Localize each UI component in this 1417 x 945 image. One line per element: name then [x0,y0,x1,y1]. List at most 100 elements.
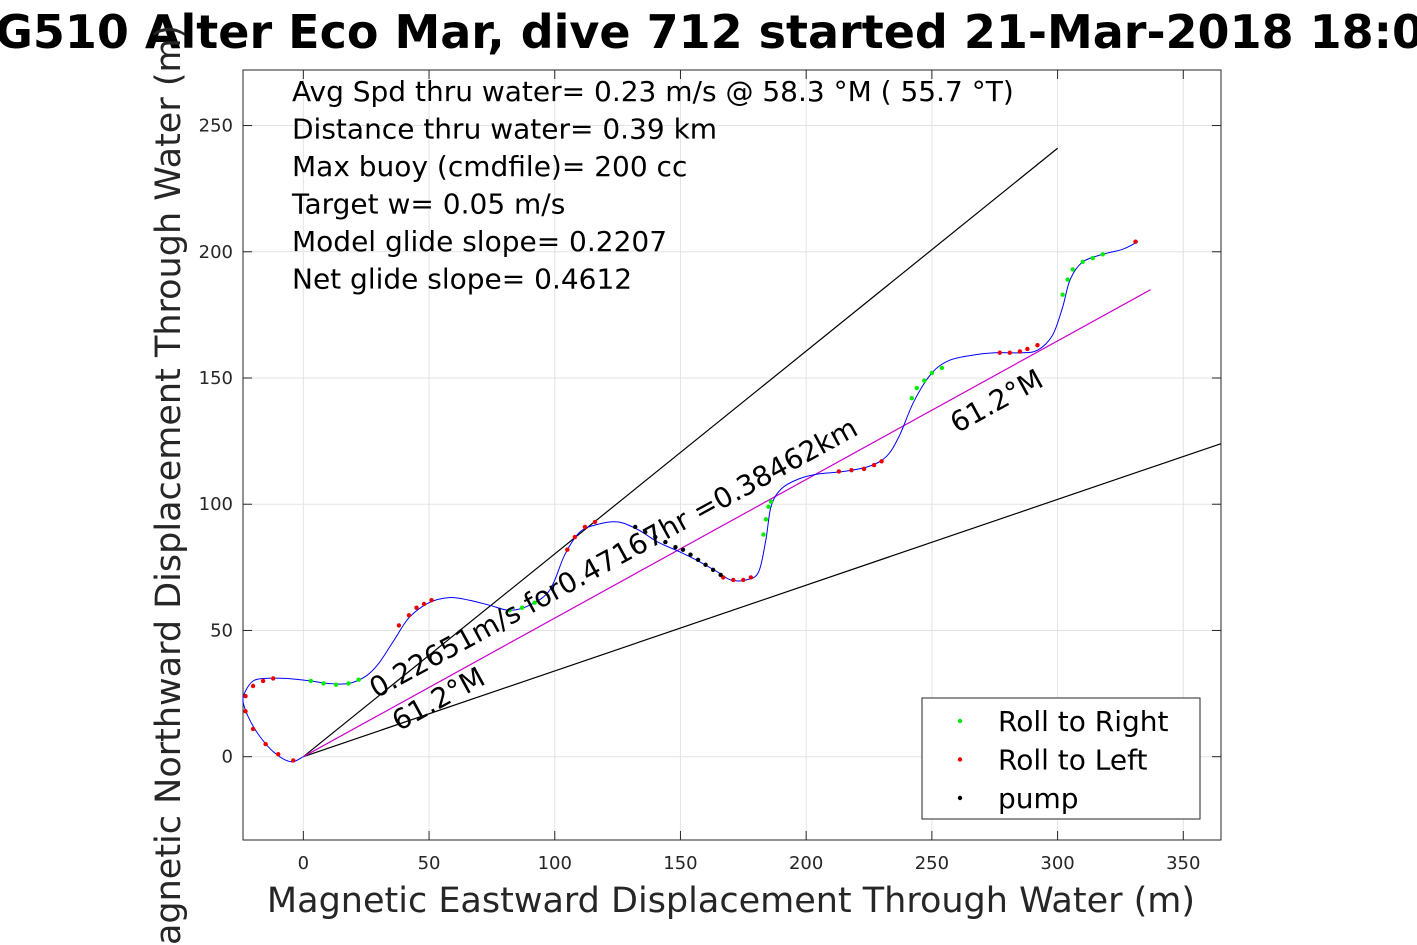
x-tick-label: 150 [663,853,697,874]
marker-roll-to-right [346,681,351,686]
marker-roll-to-left [414,605,419,610]
y-tick-label: 250 [199,116,233,137]
marker-pump [688,552,693,557]
marker-roll-to-left [592,519,598,525]
marker-roll-to-left [250,726,256,732]
marker-roll-to-left [270,676,276,681]
marker-roll-to-right [909,395,914,401]
track-line [242,241,1139,763]
info-line: Net glide slope= 0.4612 [292,263,632,296]
marker-pump [633,524,638,530]
marker-roll-to-right [532,600,537,605]
info-line: Avg Spd thru water= 0.23 m/s @ 58.3 °M (… [292,75,1014,108]
marker-roll-to-left [879,459,884,464]
marker-roll-to-left [836,469,842,474]
marker-roll-to-left [250,683,256,689]
legend-box [921,697,1201,820]
x-tick-label: 250 [915,853,949,874]
reference-line [303,443,1222,758]
x-tick-label: 350 [1166,853,1200,874]
info-line: Model glide slope= 0.2207 [292,225,667,258]
y-tick-label: 0 [222,747,233,768]
legend-marker [957,718,963,724]
marker-roll-to-left [582,524,588,530]
marker-roll-to-left [243,693,248,699]
info-text: Avg Spd thru water= 0.23 m/s @ 58.3 °M (… [291,75,1014,296]
y-tick-label: 50 [210,620,233,641]
marker-roll-to-right [1060,292,1065,297]
marker-roll-to-right [914,385,919,391]
marker-roll-to-left [1025,346,1030,352]
marker-roll-to-right [1100,252,1106,257]
marker-roll-to-left [565,547,570,552]
marker-roll-to-left [741,577,746,583]
reference-lines [302,147,1222,758]
legend-label: Roll to Right [998,705,1169,738]
marker-roll-to-left [1133,239,1138,244]
marker-roll-to-right [356,677,361,682]
marker-roll-to-left [429,597,434,603]
info-line: Target w= 0.05 m/s [291,188,565,221]
marker-pump [718,572,723,578]
legend-label: pump [998,782,1079,815]
marker-pump [643,529,648,535]
marker-roll-to-left [997,350,1002,355]
marker-roll-to-right [1065,277,1070,282]
marker-roll-to-left [861,466,867,472]
marker-pump [680,547,686,552]
y-axis-label: Magnetic Northward Displacement Through … [149,25,189,945]
marker-roll-to-left [406,613,412,618]
marker-roll-to-left [421,601,427,607]
reference-line [303,289,1151,758]
marker-roll-to-left [849,467,854,473]
marker-roll-to-left [396,623,402,628]
y-tick-label: 100 [199,494,233,515]
marker-roll-to-right [1080,259,1085,265]
marker-roll-to-right [1090,255,1095,261]
x-tick-label: 50 [418,853,441,874]
marker-pump [673,544,678,550]
legend-marker [957,795,963,801]
x-axis-label: Magnetic Eastward Displacement Through W… [267,881,1195,921]
marker-roll-to-right [922,378,927,383]
y-tick-label: 200 [199,242,233,263]
marker-roll-to-right [939,365,945,371]
marker-roll-to-left [1007,350,1013,355]
legend-marker [957,757,963,762]
x-tick-label: 300 [1040,853,1074,874]
marker-roll-to-left [731,577,736,583]
legend-label: Roll to Left [998,744,1147,777]
markers [243,239,1138,763]
marker-pump [663,539,668,545]
chart-title: SG510 Alter Eco Mar, dive 712 started 21… [0,5,1417,59]
marker-roll-to-right [1070,267,1075,272]
marker-pump [710,567,716,573]
marker-roll-to-right [519,605,525,610]
grid [243,70,1221,840]
x-tick-label: 200 [789,853,823,874]
marker-roll-to-left [1017,349,1023,354]
marker-pump [703,562,708,568]
marker-roll-to-right [308,678,314,684]
marker-pump [653,534,658,540]
marker-roll-to-right [929,370,935,376]
x-tick-label: 100 [538,853,572,874]
marker-pump [695,557,701,562]
plot-frame [242,69,1222,841]
marker-roll-to-right [507,608,512,613]
x-tick-label: 0 [298,853,309,874]
legend: Roll to Right Roll to Left pump [921,697,1201,820]
marker-roll-to-right [766,504,771,509]
marker-roll-to-left [275,751,281,757]
marker-roll-to-right [333,682,339,687]
info-line: Max buoy (cmdfile)= 200 cc [292,150,687,183]
marker-roll-to-right [768,499,774,504]
marker-roll-to-left [748,575,754,580]
marker-roll-to-right [321,681,326,686]
y-tick-label: 150 [199,368,233,389]
marker-roll-to-left [572,534,578,540]
reference-line [302,147,1058,758]
marker-roll-to-left [1035,342,1040,348]
marker-roll-to-right [761,532,766,537]
